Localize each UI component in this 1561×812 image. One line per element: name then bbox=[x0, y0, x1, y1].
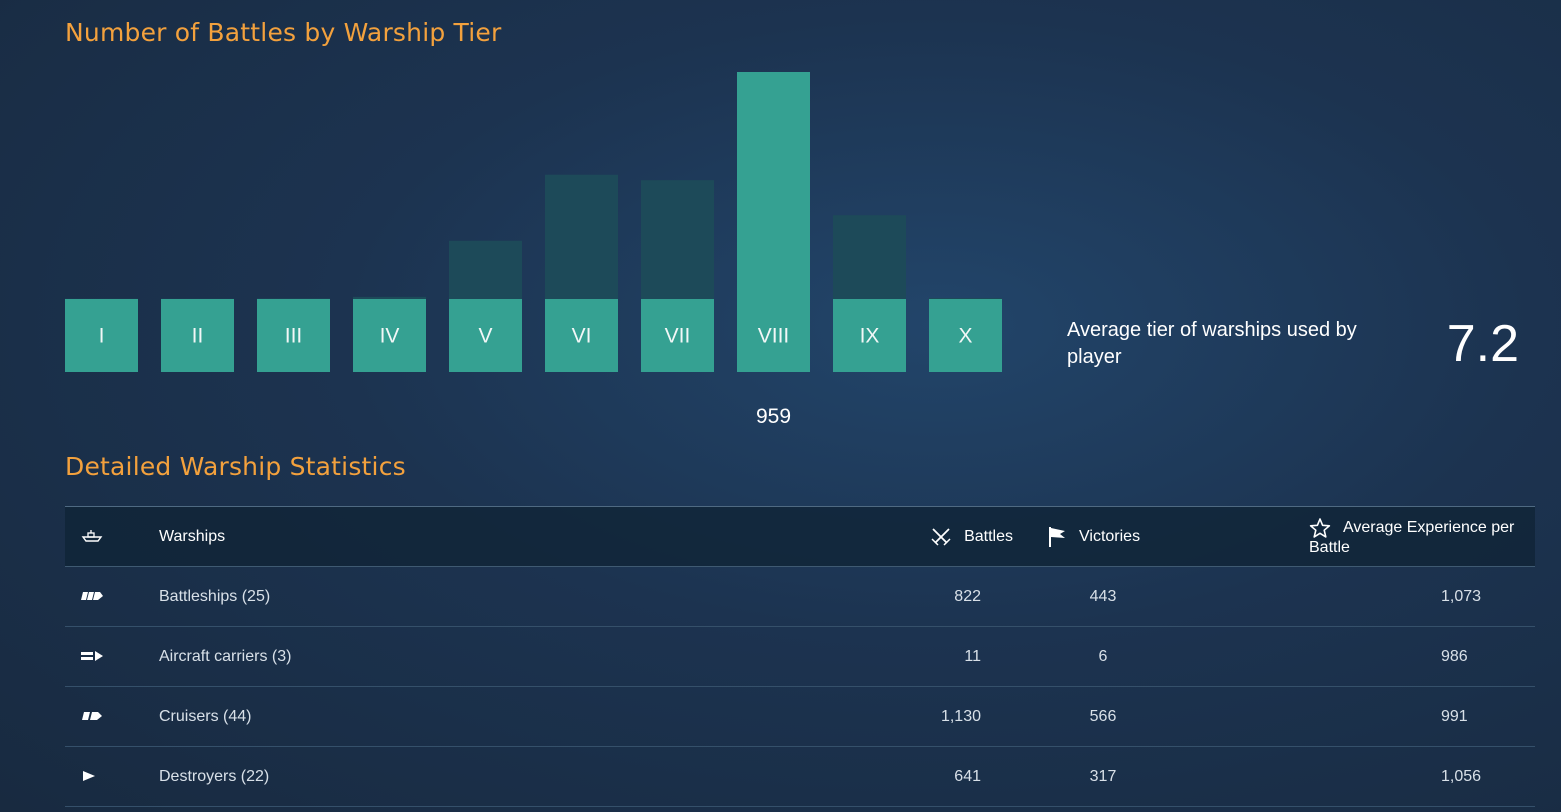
header-victories-label: Victories bbox=[1079, 527, 1141, 545]
victories-value: 443 bbox=[1037, 566, 1169, 627]
tier-box-II[interactable] bbox=[161, 299, 234, 372]
victories-value: 317 bbox=[1037, 746, 1169, 807]
battles-value: 1,130 bbox=[719, 686, 1037, 747]
tier-box-VIII[interactable] bbox=[737, 299, 810, 372]
table-row-destroyers[interactable]: Destroyers (22) 641 317 1,056 bbox=[65, 746, 1535, 807]
battleship-icon bbox=[81, 592, 103, 601]
flag-icon bbox=[1049, 526, 1065, 547]
warship-class-name: Battleships (25) bbox=[159, 566, 719, 627]
tier-label-III: III bbox=[285, 325, 303, 348]
battles-value: 11 bbox=[719, 626, 1037, 687]
avg-experience-value: 1,056 bbox=[1169, 746, 1535, 807]
warship-class-name: Cruisers (44) bbox=[159, 686, 719, 747]
average-tier-label: Average tier of warships used by player bbox=[1067, 319, 1357, 368]
avg-experience-value: 986 bbox=[1169, 626, 1535, 687]
victories-value: 566 bbox=[1037, 686, 1169, 747]
ship-icon bbox=[81, 530, 103, 542]
tier-box-V[interactable] bbox=[449, 299, 522, 372]
bar-IX[interactable] bbox=[833, 215, 906, 299]
tier-box-IX[interactable] bbox=[833, 299, 906, 372]
header-warships[interactable]: Warships bbox=[159, 506, 719, 567]
tier-box-VII[interactable] bbox=[641, 299, 714, 372]
header-battles-label: Battles bbox=[964, 527, 1013, 545]
tier-box-IV[interactable] bbox=[353, 299, 426, 372]
aircraft-carrier-icon bbox=[81, 651, 103, 662]
tier-label-V: V bbox=[478, 325, 492, 348]
battles-value: 641 bbox=[719, 746, 1037, 807]
tier-box-III[interactable] bbox=[257, 299, 330, 372]
tier-label-II: II bbox=[192, 325, 204, 348]
crossed-swords-icon bbox=[931, 527, 951, 546]
average-tier-value: 7.2 bbox=[1446, 315, 1519, 373]
tier-label-X: X bbox=[958, 325, 972, 348]
header-battles[interactable]: Battles bbox=[719, 506, 1037, 567]
table-header-row: Warships Battles Victories Average Ex bbox=[65, 506, 1535, 567]
warship-class-name: Aircraft carriers (3) bbox=[159, 626, 719, 687]
header-avg-experience-label: Average Experience per Battle bbox=[1309, 518, 1515, 556]
bar-VI[interactable] bbox=[545, 174, 618, 299]
warship-stats-table: Warships Battles Victories Average Ex bbox=[65, 506, 1535, 807]
warship-class-name: Destroyers (22) bbox=[159, 746, 719, 807]
table-row-battleships[interactable]: Battleships (25) 822 443 1,073 bbox=[65, 566, 1535, 627]
header-avg-experience[interactable]: Average Experience per Battle bbox=[1169, 506, 1535, 567]
table-row-aircraft-carriers[interactable]: Aircraft carriers (3) 11 6 986 bbox=[65, 626, 1535, 687]
highlighted-bar-value: 959 bbox=[756, 405, 791, 428]
tier-box-I[interactable] bbox=[65, 299, 138, 372]
header-victories[interactable]: Victories bbox=[1037, 506, 1169, 567]
tier-label-IV: IV bbox=[380, 325, 400, 348]
tier-box-X[interactable] bbox=[929, 299, 1002, 372]
cruiser-icon bbox=[82, 712, 102, 721]
tier-label-VII: VII bbox=[665, 325, 691, 348]
table-row-cruisers[interactable]: Cruisers (44) 1,130 566 991 bbox=[65, 686, 1535, 747]
bar-VII[interactable] bbox=[641, 180, 714, 299]
tier-label-VIII: VIII bbox=[758, 325, 790, 348]
bar-VIII[interactable] bbox=[737, 72, 810, 299]
destroyer-icon bbox=[83, 771, 95, 782]
header-ship-column bbox=[65, 506, 159, 567]
victories-value: 6 bbox=[1037, 626, 1169, 687]
bar-IV[interactable] bbox=[353, 296, 426, 299]
chart-title: Number of Battles by Warship Tier bbox=[65, 18, 502, 47]
tier-label-IX: IX bbox=[860, 325, 880, 348]
table-title: Detailed Warship Statistics bbox=[65, 452, 406, 481]
avg-experience-value: 1,073 bbox=[1169, 566, 1535, 627]
avg-experience-value: 991 bbox=[1169, 686, 1535, 747]
bar-V[interactable] bbox=[449, 240, 522, 299]
bar-X[interactable] bbox=[929, 298, 1002, 299]
star-icon bbox=[1309, 517, 1331, 538]
battles-value: 822 bbox=[719, 566, 1037, 627]
tier-label-I: I bbox=[99, 325, 105, 348]
tier-label-VI: VI bbox=[572, 325, 592, 348]
tier-box-VI[interactable] bbox=[545, 299, 618, 372]
